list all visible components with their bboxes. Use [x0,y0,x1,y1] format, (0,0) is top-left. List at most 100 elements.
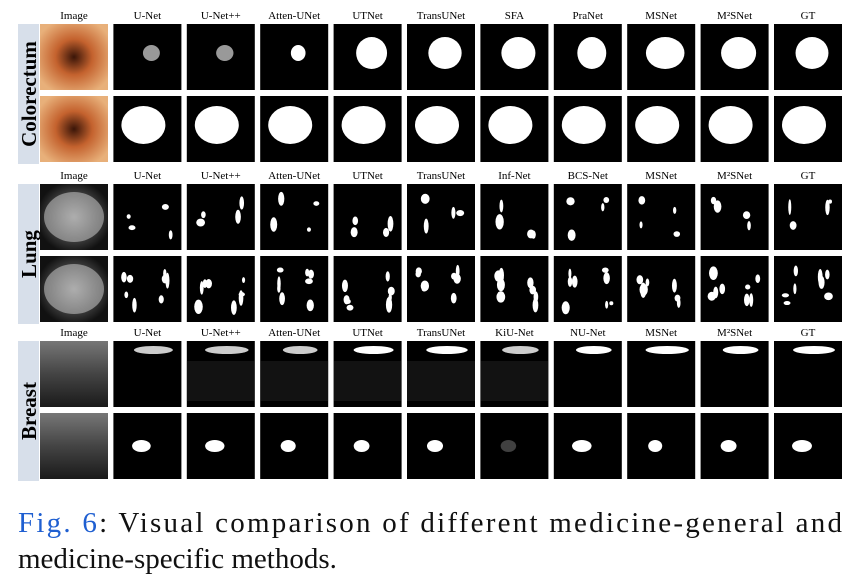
image-cell [553,184,622,250]
column-header: Atten-UNet [268,327,320,339]
mask-blob [495,214,504,230]
mask-blob [567,229,576,241]
image-cell [333,413,402,479]
mask-blob [241,277,246,283]
column-header: TransUNet [417,10,466,22]
mask-blob [719,283,726,295]
mask-blob [161,203,169,210]
mask-blob [795,37,829,69]
column-header: BCS-Net [568,170,608,182]
column-header: U-Net++ [201,327,241,339]
mask-blob [341,279,348,293]
mask-blob [635,106,680,144]
mask-bg [407,184,475,250]
mask-blob [825,269,830,280]
mask-blob [501,37,536,69]
mask-blob [306,227,311,232]
mask-blob [502,346,539,354]
mask-blob [415,106,459,144]
mask-blob [305,268,310,277]
image-cell [407,24,475,90]
mask-blob [356,37,388,69]
image-cell [774,96,842,162]
mask-blob [450,292,457,304]
mask-blob [168,230,173,240]
mask-blob [529,285,537,295]
caption-text: : Visual comparison of different medicin… [99,507,842,539]
column-header: GT [801,327,816,339]
image-cell [113,413,182,479]
mask-blob [385,271,390,282]
image-cell [260,413,329,479]
mask-bg [186,184,255,250]
mask-blob [783,300,791,306]
mask-blob [824,292,833,301]
image-cell [700,184,769,250]
image-cell [113,341,182,407]
mask-blob [350,227,358,238]
column-header: MSNet [645,10,677,22]
mask-blob [496,278,505,292]
mask-blob [128,225,136,231]
mask-blob [268,106,313,144]
mask-blob [568,268,572,279]
mask-blob [527,277,534,289]
mask-blob [676,297,681,308]
mask-blob [609,301,614,306]
image-cell [774,256,842,322]
mask-blob [603,197,610,203]
mask-blob [142,45,160,61]
mask-blob [204,346,249,354]
mask-blob [561,106,606,144]
column-header: NU-Net [570,327,605,339]
mask-blob [709,266,718,280]
mask-blob [305,278,313,285]
column-header: GT [801,170,816,182]
mask-blob [793,265,799,277]
mask-blob [133,346,173,354]
input-image [40,96,108,162]
mask-blob [601,267,609,273]
column-header: M²SNet [717,327,752,339]
mask-blob [132,440,151,452]
input-image [40,341,108,407]
mask-blob [387,286,395,296]
column-header: Image [60,10,88,22]
image-cell [553,96,622,162]
mask-blob [572,440,592,452]
image-cell [700,24,769,90]
image-cell [186,413,255,479]
image-cell [700,96,769,162]
image-cell [113,24,182,90]
mask-blob [793,346,835,354]
image-cell [774,184,842,250]
image-cell [407,341,475,407]
mask-blob [194,106,239,144]
input-image [40,413,108,479]
mask-blob [158,295,164,304]
mask-blob [196,218,205,227]
mask-bg [260,256,329,322]
mask-bg [627,184,696,250]
column-header: MSNet [645,327,677,339]
column-header: UTNet [352,10,383,22]
mask-blob [745,284,751,290]
mask-blob [353,346,394,354]
column-header: Image [60,170,88,182]
lung-body [44,264,104,314]
mask-blob [721,37,757,69]
mask-blob [388,293,392,302]
mask-noise [480,361,549,401]
mask-bg [774,256,842,322]
mask-blob [825,199,830,216]
image-cell [480,413,549,479]
mask-blob [346,304,354,311]
mask-blob [648,440,663,452]
mask-blob [713,286,719,299]
image-cell [40,184,108,250]
mask-blob [561,301,570,315]
mask-blob [782,106,826,144]
image-cell [700,341,769,407]
mask-blob [387,215,394,232]
